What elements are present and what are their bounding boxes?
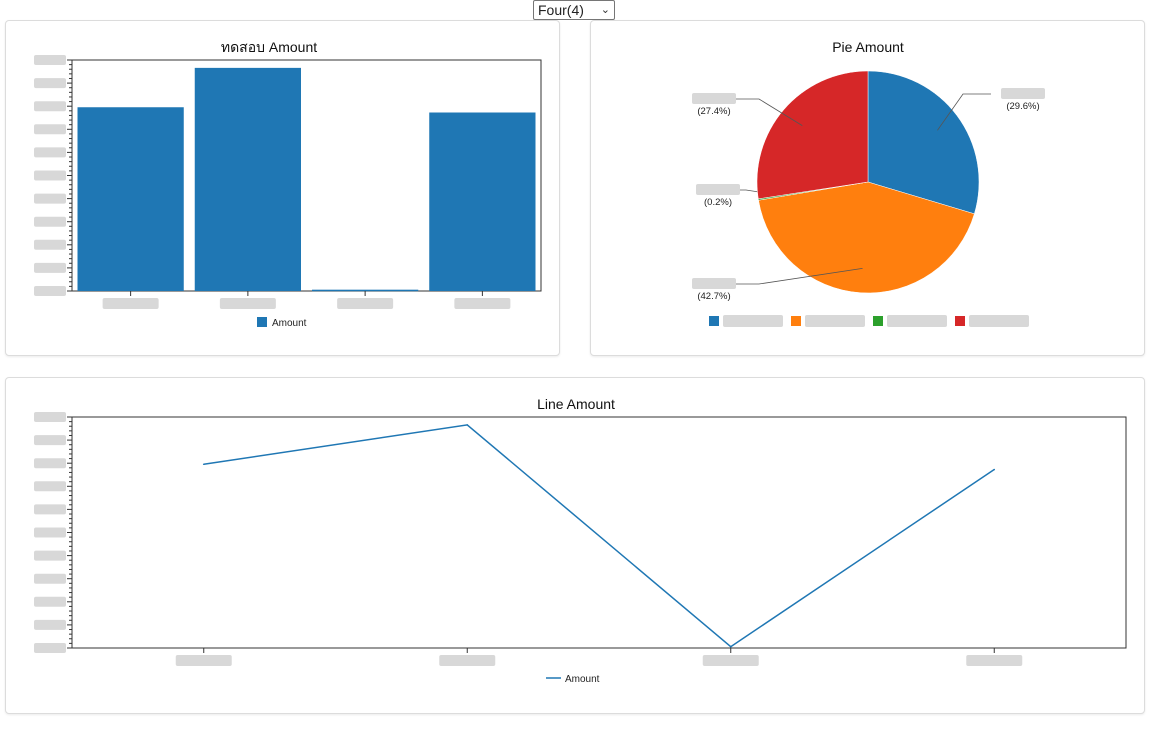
line-series-amount [203, 424, 995, 648]
pie-slice-label [696, 184, 740, 195]
pie-legend-label [887, 315, 947, 327]
bar [77, 107, 184, 291]
line-y-tick-label [34, 619, 66, 630]
pie-chart: Pie Amount (29.6%) (42.7%) (0.2%) (27.4%) [692, 39, 1045, 327]
bar-y-tick-label [34, 193, 66, 204]
line-y-tick-label [34, 550, 66, 561]
bar-legend-label: Amount [272, 318, 307, 329]
pie-slice-label [692, 278, 736, 289]
chart-count-select-value: Four(4) [538, 2, 584, 18]
pie-legend-swatch [955, 316, 965, 326]
line-point [466, 424, 469, 426]
bar-chart-title: ทดสอบ Amount [221, 39, 317, 55]
line-y-tick-label [34, 504, 66, 515]
pie-leader-line [734, 268, 863, 285]
pie-slice-percent: (0.2%) [704, 197, 732, 208]
line-y-tick-label [34, 412, 66, 422]
line-x-tick-label [175, 655, 232, 666]
bar-y-tick-label [34, 101, 66, 112]
bar-y-tick-label [34, 216, 66, 227]
pie-slice-label [692, 93, 736, 104]
pie-chart-card: Pie Amount (29.6%) (42.7%) (0.2%) (27.4%) [590, 20, 1145, 356]
pie-legend-swatch [791, 316, 801, 326]
bar [429, 112, 536, 291]
line-y-tick-label [34, 435, 66, 446]
line-y-tick-label [34, 481, 66, 492]
line-y-tick-label [34, 643, 66, 653]
pie-chart-title: Pie Amount [832, 39, 904, 55]
pie-slice [758, 181, 975, 294]
bar-y-tick-label [34, 147, 66, 158]
pie-leader-line [937, 93, 991, 131]
pie-legend-label [969, 315, 1029, 327]
line-legend-label: Amount [565, 674, 600, 685]
bar [194, 67, 301, 291]
bar-chart-card: ทดสอบ Amount Amount [5, 20, 560, 356]
bar-chart: ทดสอบ Amount Amount [34, 39, 542, 329]
pie-legend-label [805, 315, 865, 327]
pie-slice-percent: (27.4%) [697, 106, 730, 117]
bar-y-tick-label [34, 286, 66, 296]
chart-count-select[interactable]: Four(4) ⌄ [533, 0, 615, 20]
line-plot-frame [71, 416, 1127, 649]
line-x-tick-label [439, 655, 496, 666]
bar-y-tick-label [34, 262, 66, 273]
pie-slice-percent: (42.7%) [697, 291, 730, 302]
bar [312, 289, 419, 292]
line-point [993, 468, 996, 471]
bar-y-tick-label [34, 78, 66, 89]
bar-y-tick-label [34, 239, 66, 250]
pie-slice [867, 70, 980, 215]
pie-legend-swatch [709, 316, 719, 326]
line-chart-title: Line Amount [537, 396, 615, 412]
pie-legend-label [723, 315, 783, 327]
bar-x-tick-label [102, 298, 159, 309]
line-point [202, 463, 205, 466]
line-y-tick-label [34, 458, 66, 469]
pie-leader-line [734, 98, 803, 126]
bar-legend-swatch [257, 317, 267, 327]
line-y-tick-label [34, 573, 66, 584]
bar-y-tick-label [34, 170, 66, 181]
pie-legend-swatch [873, 316, 883, 326]
line-y-tick-label [34, 527, 66, 538]
bar-x-tick-label [454, 298, 511, 309]
line-point [729, 645, 732, 648]
line-chart: Line Amount Amount [34, 396, 1127, 685]
bar-x-tick-label [219, 298, 276, 309]
line-y-tick-label [34, 596, 66, 607]
pie-slice [756, 70, 869, 200]
line-x-tick-label [966, 655, 1023, 666]
bar-x-tick-label [337, 298, 394, 309]
chevron-down-icon: ⌄ [600, 4, 610, 16]
pie-slice-label [1001, 88, 1045, 99]
bar-y-tick-label [34, 124, 66, 135]
bar-y-tick-label [34, 55, 66, 65]
pie-slice-percent: (29.6%) [1006, 101, 1039, 112]
line-chart-card: Line Amount Amount [5, 377, 1145, 714]
line-x-tick-label [702, 655, 759, 666]
